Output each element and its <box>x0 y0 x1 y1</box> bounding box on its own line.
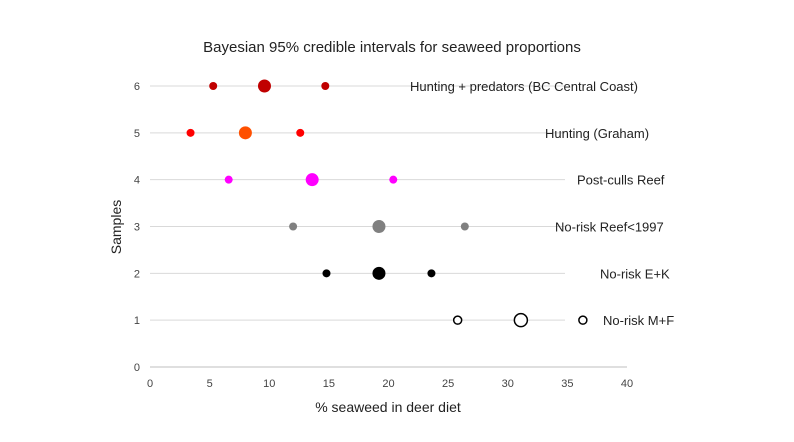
median-point <box>513 312 529 328</box>
upper-bound-point <box>321 82 330 90</box>
x-tick-label: 5 <box>207 378 213 390</box>
x-ticks: 0 5 10 15 20 25 30 35 40 <box>147 378 633 390</box>
y-tick-label: 6 <box>134 81 140 93</box>
y-tick-label: 5 <box>134 128 140 140</box>
series-label: No-risk E+K <box>600 266 670 281</box>
lower-bound-point <box>289 222 298 231</box>
median-point <box>372 220 386 233</box>
series-label: Post-culls Reef <box>577 173 665 188</box>
lower-bound-point <box>209 82 218 90</box>
x-tick-label: 15 <box>323 378 335 390</box>
y-ticks: 0 1 2 3 4 5 6 <box>134 81 140 374</box>
series-label: Hunting + predators (BC Central Coast) <box>410 79 638 94</box>
data-points <box>186 79 588 328</box>
x-tick-label: 0 <box>147 378 153 390</box>
x-tick-label: 25 <box>442 378 454 390</box>
upper-bound-point <box>578 315 588 325</box>
series-label: Hunting (Graham) <box>545 126 649 141</box>
y-tick-label: 3 <box>134 222 140 234</box>
x-tick-label: 35 <box>561 378 573 390</box>
row-labels: Hunting + predators (BC Central Coast) Hu… <box>410 79 674 328</box>
x-tick-label: 40 <box>621 378 633 390</box>
upper-bound-point <box>389 175 398 184</box>
y-tick-label: 2 <box>134 268 140 280</box>
x-tick-label: 30 <box>502 378 514 390</box>
series-label: No-risk M+F <box>603 313 674 328</box>
y-tick-label: 1 <box>134 315 140 327</box>
lower-bound-point <box>186 128 195 137</box>
series-label: No-risk Reef<1997 <box>555 220 664 235</box>
y-axis-label: Samples <box>108 200 124 254</box>
chart-title: Bayesian 95% credible intervals for seaw… <box>203 39 581 56</box>
upper-bound-point <box>427 269 436 278</box>
x-tick-label: 10 <box>263 378 275 390</box>
median-point <box>238 126 252 140</box>
lower-bound-point <box>452 315 463 325</box>
median-point <box>372 266 386 280</box>
grid <box>150 85 565 321</box>
x-tick-label: 20 <box>382 378 394 390</box>
upper-bound-point <box>296 128 305 137</box>
x-axis-label: % seaweed in deer diet <box>315 399 461 415</box>
median-point <box>257 79 271 93</box>
upper-bound-point <box>460 222 469 231</box>
median-point <box>305 173 319 187</box>
lower-bound-point <box>322 269 331 278</box>
y-tick-label: 0 <box>134 362 140 374</box>
y-tick-label: 4 <box>134 175 140 187</box>
lower-bound-point <box>224 175 233 184</box>
